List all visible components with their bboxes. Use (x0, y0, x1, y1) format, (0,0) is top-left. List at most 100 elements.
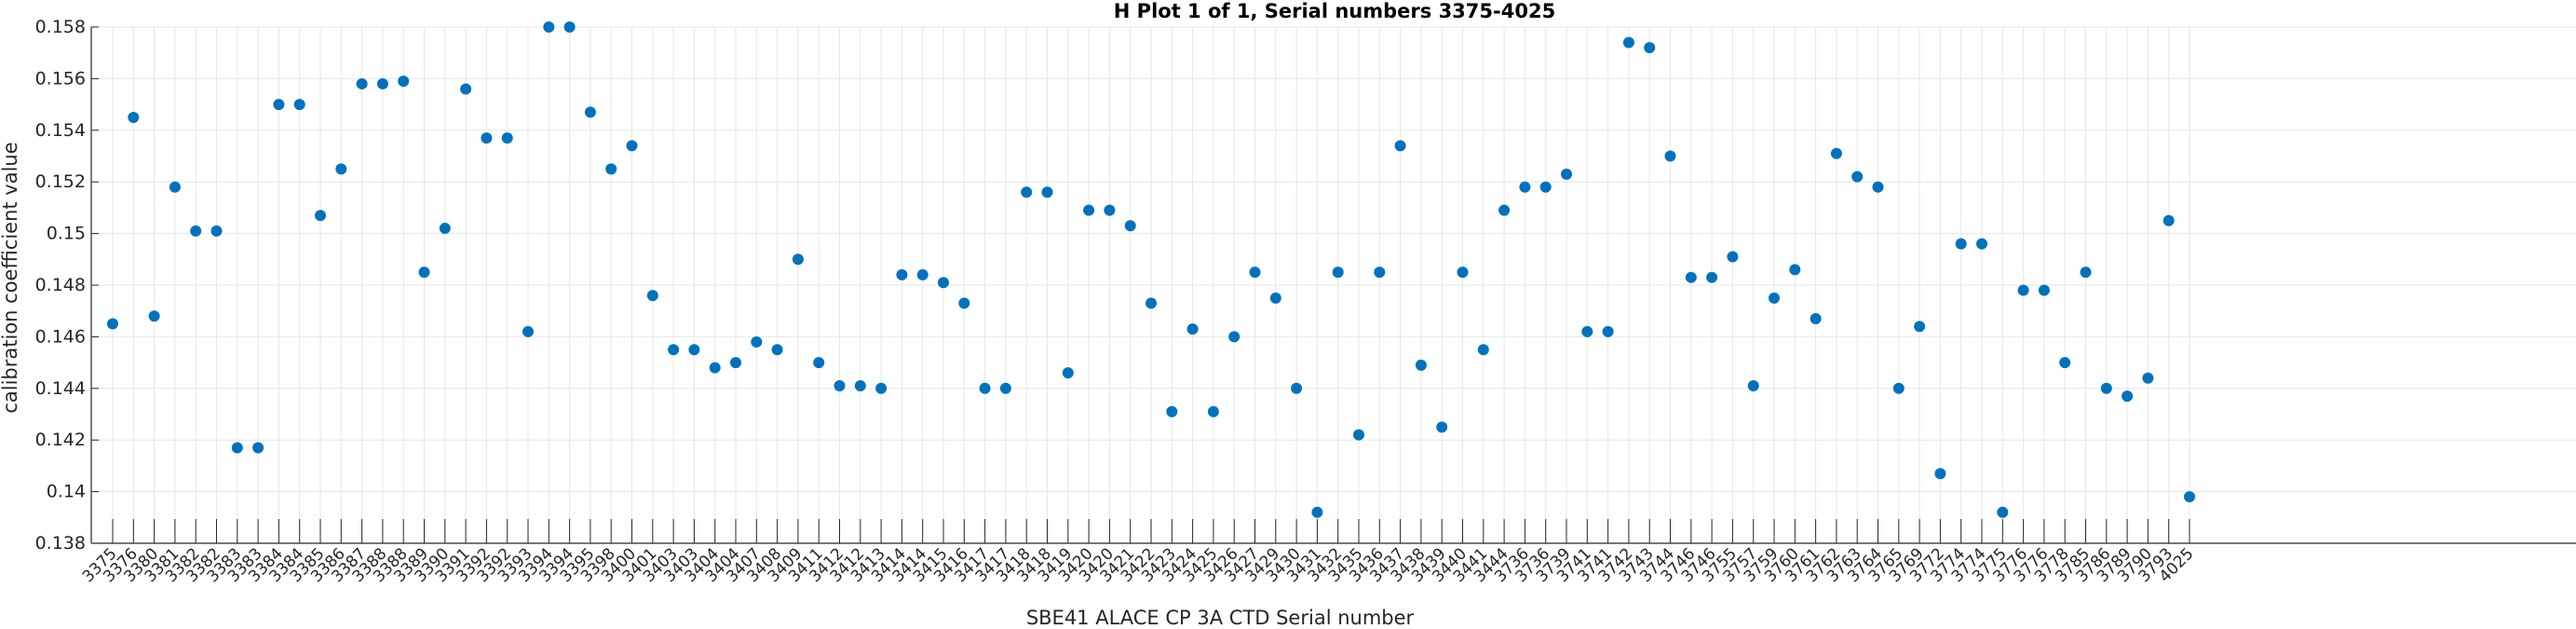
data-point (2100, 382, 2112, 394)
data-point (1124, 220, 1136, 232)
data-point (2184, 491, 2195, 503)
data-point (626, 140, 638, 152)
data-point (1976, 238, 1987, 250)
data-point (293, 99, 305, 111)
data-point (356, 77, 368, 89)
data-point (1104, 204, 1116, 216)
data-point (688, 344, 700, 356)
y-tick-label: 0.14 (47, 482, 86, 502)
data-point (1955, 238, 1967, 250)
data-point (1727, 251, 1739, 263)
data-point (916, 268, 929, 280)
data-point (1602, 325, 1614, 337)
data-point (668, 344, 680, 356)
data-point (2059, 357, 2071, 369)
y-tick-label: 0.142 (35, 430, 86, 450)
data-point (1561, 168, 1572, 180)
data-point (1249, 267, 1261, 279)
data-point (1685, 271, 1697, 283)
data-point (1934, 468, 1946, 480)
y-axis-label: calibration coefficient value (0, 142, 21, 413)
data-point (481, 132, 493, 144)
data-point (273, 99, 285, 111)
data-point (875, 382, 888, 394)
data-points (107, 21, 2195, 518)
data-point (1706, 271, 1718, 283)
data-point (1872, 181, 1884, 193)
y-tick-label: 0.148 (35, 275, 86, 295)
data-point (1166, 405, 1178, 417)
y-tick-label: 0.15 (47, 224, 86, 244)
data-point (1519, 181, 1531, 193)
data-point (1581, 325, 1593, 337)
data-point (439, 223, 451, 235)
data-point (1311, 506, 1323, 518)
data-point (751, 335, 763, 348)
data-point (1622, 36, 1634, 48)
data-point (522, 325, 534, 337)
data-point (979, 382, 991, 394)
data-point (1789, 264, 1801, 276)
data-point (999, 382, 1011, 394)
chart-title: H Plot 1 of 1, Serial numbers 3375-4025 (1114, 0, 1555, 22)
data-point (1830, 147, 1842, 159)
data-point (813, 357, 825, 369)
data-point (854, 380, 866, 392)
data-point (501, 132, 513, 144)
grid (91, 26, 2576, 544)
data-point (1228, 331, 1241, 343)
data-point (1269, 292, 1281, 304)
data-point (376, 77, 388, 89)
data-point (646, 290, 658, 302)
data-point (1539, 181, 1552, 193)
data-point (1374, 267, 1386, 279)
data-point (563, 21, 576, 33)
data-point (1062, 367, 1074, 379)
data-point (896, 268, 908, 280)
data-point (1207, 405, 1219, 417)
data-point (1041, 186, 1053, 198)
data-point (730, 357, 741, 369)
data-point (1664, 150, 1676, 162)
data-point (1769, 292, 1780, 304)
data-point (252, 442, 264, 454)
y-tick-label: 0.144 (35, 378, 86, 399)
data-point (1436, 421, 1448, 433)
data-point (1021, 186, 1033, 198)
data-point (1914, 321, 1926, 333)
data-point (1644, 42, 1656, 54)
data-point (1415, 359, 1427, 371)
y-tick-label: 0.156 (35, 68, 86, 89)
data-point (605, 163, 617, 175)
data-point (792, 253, 804, 266)
data-point (169, 181, 181, 193)
data-point (938, 277, 949, 289)
data-point (1332, 267, 1344, 279)
data-point (584, 106, 596, 118)
y-tick-label: 0.146 (35, 326, 86, 347)
y-tick-label: 0.158 (35, 17, 86, 37)
data-point (148, 310, 160, 322)
data-point (2162, 214, 2175, 226)
data-point (1457, 267, 1469, 279)
data-point (398, 75, 410, 88)
y-tick-label: 0.138 (35, 533, 86, 554)
x-ticks: 3375337633803381338233823383338333843384… (79, 519, 2198, 586)
y-ticks: 0.138 0.14 0.142 0.144 0.146 0.148 0.15 0.152 0.… (35, 17, 99, 554)
data-point (771, 344, 783, 356)
data-point (1477, 344, 1489, 356)
data-point (1810, 313, 1822, 325)
data-point (2080, 267, 2092, 279)
data-point (1997, 506, 2009, 518)
data-point (709, 362, 721, 374)
data-point (1851, 171, 1864, 183)
data-point (315, 210, 326, 222)
data-point (460, 83, 472, 95)
data-point (2038, 284, 2050, 296)
data-point (1291, 382, 1303, 394)
data-point (1747, 380, 1759, 392)
y-tick-label: 0.152 (35, 171, 86, 192)
data-point (1394, 140, 1406, 152)
data-point (1083, 204, 1095, 216)
data-point (1498, 204, 1511, 216)
